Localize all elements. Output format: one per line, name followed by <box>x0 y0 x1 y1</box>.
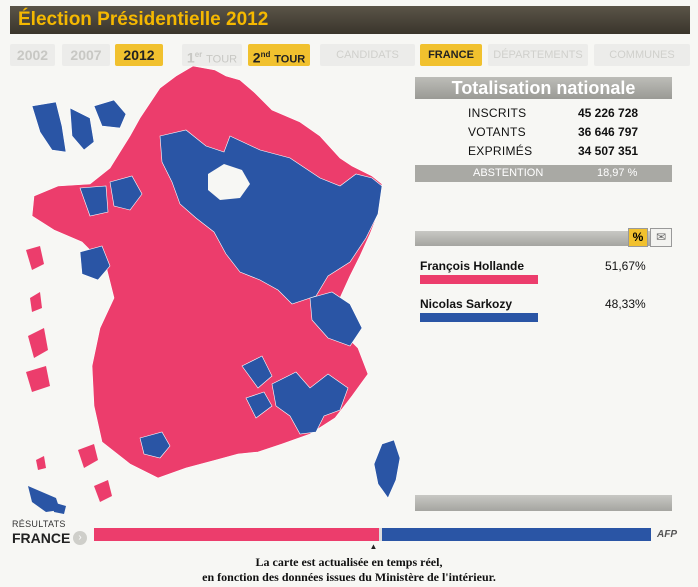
year-2007-button[interactable]: 2007 <box>62 44 110 66</box>
election-nav: 2002 2007 2012 1er TOUR 2nd TOUR CANDIDA… <box>10 44 690 66</box>
dept-mayenne-blue[interactable] <box>79 185 109 217</box>
dept-calvados-blue[interactable] <box>93 99 127 129</box>
abstention-label: ABSTENTION <box>473 167 544 179</box>
majority-marker-icon: ▲ <box>369 542 378 551</box>
candidate-color-bar <box>420 275 538 284</box>
tab-departements[interactable]: DÉPARTEMENTS <box>488 44 588 66</box>
overseas-9[interactable] <box>52 502 66 514</box>
afp-logo: AFP <box>657 529 677 540</box>
candidate-name: François Hollande <box>420 259 525 273</box>
info-icon[interactable]: › <box>73 531 87 545</box>
south-east-blue[interactable] <box>271 371 349 435</box>
dept-cotentin-blue[interactable] <box>31 101 67 153</box>
candidate-color-bar <box>420 313 538 322</box>
stat-row: VOTANTS 36 646 797 <box>468 123 668 142</box>
overseas-5[interactable] <box>78 444 98 468</box>
stat-row: INSCRITS 45 226 728 <box>468 104 668 123</box>
overseas-territories <box>26 246 112 502</box>
dept-cantal-blue[interactable] <box>241 355 273 389</box>
dept-manche-blue[interactable] <box>69 107 95 151</box>
candidate-pct: 48,33% <box>605 297 646 311</box>
results-area: FRANCE <box>12 530 71 546</box>
tab-communes[interactable]: COMMUNES <box>594 44 690 66</box>
stat-value: 36 646 797 <box>578 125 639 139</box>
candidate-pct: 51,67% <box>605 259 646 273</box>
tour-2-sup: nd <box>260 50 271 59</box>
overseas-6[interactable] <box>94 480 112 502</box>
results-label: RÉSULTATS <box>12 519 66 529</box>
tab-candidats[interactable]: CANDIDATS <box>320 44 415 66</box>
overseas-8[interactable] <box>28 486 60 512</box>
caption-line-2: en fonction des données issues du Minist… <box>202 570 496 584</box>
stat-label: EXPRIMÉS <box>468 144 533 158</box>
overseas-2[interactable] <box>30 292 42 312</box>
tour-1-button[interactable]: 1er TOUR <box>182 44 242 66</box>
stat-label: VOTANTS <box>468 125 526 139</box>
year-2002-button[interactable]: 2002 <box>10 44 55 66</box>
panel-footer-bar <box>415 495 672 511</box>
stat-value: 45 226 728 <box>578 106 639 120</box>
overseas-sarkozy <box>28 486 66 514</box>
tour-1-number: 1 <box>186 49 195 66</box>
overseas-3[interactable] <box>28 328 48 358</box>
national-total-header: Totalisation nationale <box>415 77 672 99</box>
stat-label: INSCRITS <box>468 106 527 120</box>
dept-pyrenees-blue[interactable] <box>139 431 171 459</box>
ile-de-france-zone <box>208 164 250 200</box>
page-title: Élection Présidentielle 2012 <box>10 6 690 34</box>
overseas-4[interactable] <box>26 366 50 392</box>
envelope-icon[interactable]: ✉ <box>650 228 672 247</box>
candidate-name: Nicolas Sarkozy <box>420 297 513 311</box>
dept-aveyron-blue[interactable] <box>245 391 273 419</box>
abstention-value: 18,97 % <box>597 167 638 179</box>
year-2012-button[interactable]: 2012 <box>115 44 163 66</box>
tour-1-label: TOUR <box>206 53 238 66</box>
overseas-7[interactable] <box>36 456 46 470</box>
france-results-map[interactable] <box>10 66 410 516</box>
tour-2-number: 2 <box>252 49 261 66</box>
overseas-1[interactable] <box>26 246 44 270</box>
abstention-bar: ABSTENTION 18,97 % <box>415 165 672 182</box>
tab-france[interactable]: FRANCE <box>420 44 482 66</box>
tour-2-label: TOUR <box>274 53 306 66</box>
caption-line-1: La carte est actualisée en temps réel, <box>255 555 443 569</box>
rhone-alpes-blue[interactable] <box>309 291 363 347</box>
corsica-map[interactable] <box>373 439 401 499</box>
percent-toggle-button[interactable]: % <box>628 228 648 247</box>
national-stats: INSCRITS 45 226 728 VOTANTS 36 646 797 E… <box>468 104 668 161</box>
sarkozy-share-segment <box>382 528 651 541</box>
dept-vendee-blue[interactable] <box>79 245 111 281</box>
dept-sarthe-blue[interactable] <box>109 175 143 211</box>
tour-1-sup: er <box>194 50 203 59</box>
candidates-header-bar <box>415 231 672 246</box>
stat-value: 34 507 351 <box>578 144 639 158</box>
tour-2-button[interactable]: 2nd TOUR <box>248 44 310 66</box>
stat-row: EXPRIMÉS 34 507 351 <box>468 142 668 161</box>
hollande-share-segment <box>94 528 379 541</box>
results-share-bar <box>94 528 651 541</box>
